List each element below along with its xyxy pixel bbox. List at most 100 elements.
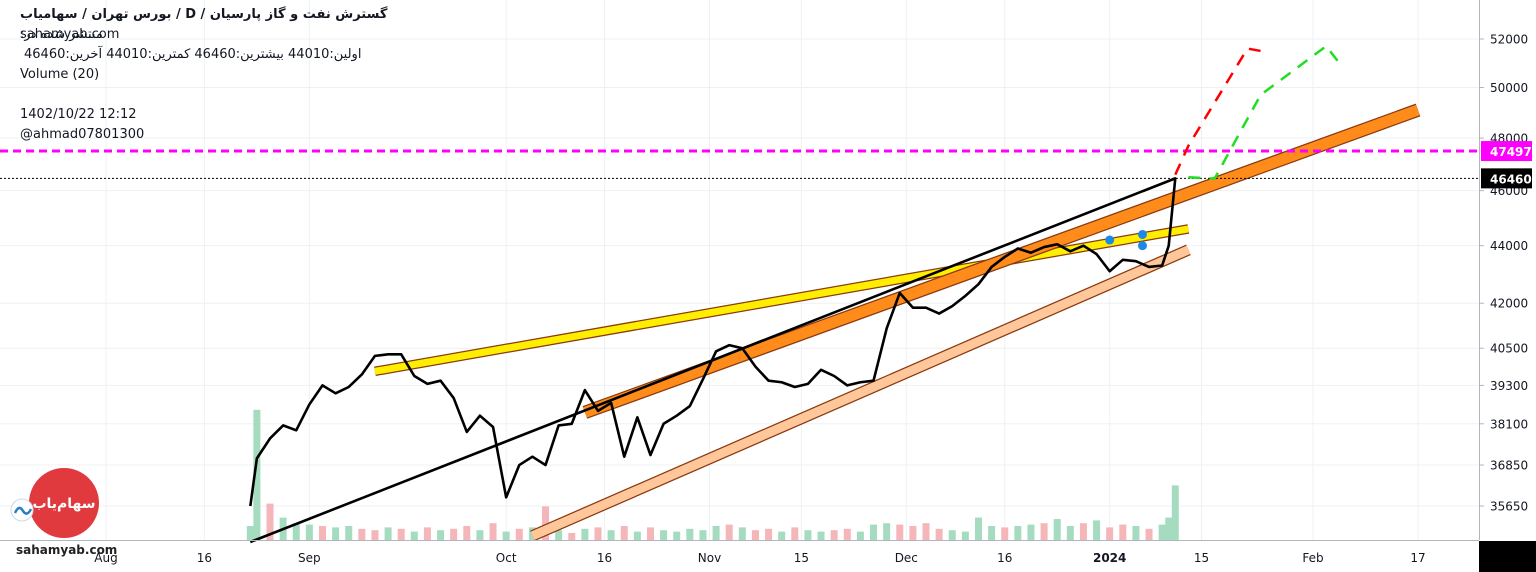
volume-bar	[555, 530, 563, 540]
volume-bar	[856, 531, 864, 540]
volume-bar	[542, 506, 550, 540]
volume-bar	[266, 503, 274, 540]
volume-bar	[804, 530, 812, 540]
level-badge	[1481, 168, 1532, 189]
volume-bar	[1093, 520, 1101, 540]
volume-bar	[738, 527, 746, 540]
volume-bar	[843, 528, 851, 540]
volume-bar	[246, 526, 254, 540]
price-axis-bg	[1479, 0, 1536, 572]
volume-bar	[909, 526, 917, 540]
volume-bar	[305, 524, 313, 540]
volume-bar	[568, 533, 576, 540]
volume-bar	[502, 531, 510, 540]
time-tick-label: 15	[1194, 551, 1209, 565]
volume-bar	[1119, 524, 1127, 540]
site-label: sahamyab.com	[20, 27, 120, 42]
volume-bar	[1027, 524, 1035, 540]
volume-bar	[1001, 527, 1009, 540]
volume-bar	[1014, 526, 1022, 540]
volume-bar	[817, 531, 825, 540]
time-tick-label: 16	[597, 551, 612, 565]
volume-bar	[1040, 523, 1048, 540]
volume-bar	[1171, 485, 1179, 540]
price-tick-label: 44000	[1490, 239, 1528, 253]
volume-bar	[397, 528, 405, 540]
volume-bar	[948, 530, 956, 540]
volume-bar	[1053, 519, 1061, 540]
volume-bar	[935, 528, 943, 540]
volume-bar	[660, 530, 668, 540]
sahamyab-logo: سهام‌یاب	[10, 468, 99, 538]
volume-bar	[476, 530, 484, 540]
volume-bar	[1145, 528, 1153, 540]
volume-bar	[332, 527, 340, 540]
band-middle-orange	[583, 104, 1420, 418]
time-tick-label: Dec	[895, 551, 918, 565]
volume-bar	[1132, 526, 1140, 540]
volume-label: Volume (20)	[20, 67, 100, 82]
trend-channels[interactable]	[374, 103, 1421, 542]
logo-wordmark: سهام‌یاب	[32, 496, 95, 512]
chart-title: گسترش نفت و گاز پارسیان / D / بورس تهران…	[20, 7, 388, 22]
volume-bar	[594, 527, 602, 540]
volume-bar	[371, 530, 379, 540]
price-tick-label: 40500	[1490, 342, 1528, 356]
signal-marker	[1105, 235, 1115, 245]
signal-marker	[1137, 241, 1147, 251]
price-tick-label: 50000	[1490, 81, 1528, 95]
published-label: منتشر شده در:	[20, 27, 103, 42]
axis-corner	[1479, 541, 1536, 572]
volume-bar	[765, 528, 773, 540]
volume-bar	[646, 527, 654, 540]
volume-bar	[686, 528, 694, 540]
volume-bar	[345, 526, 353, 540]
volume-bar	[384, 527, 392, 540]
volume-bar	[437, 530, 445, 540]
volume-bar	[1165, 517, 1173, 540]
price-tick-label: 39300	[1490, 379, 1528, 393]
volume-bars	[246, 409, 1179, 540]
volume-bar	[974, 517, 982, 540]
volume-bar	[620, 526, 628, 540]
price-line	[249, 177, 1177, 544]
logo-site: sahamyab.com	[16, 543, 118, 557]
price-tick-label: 42000	[1490, 297, 1528, 311]
volume-bar	[699, 530, 707, 540]
volume-bar	[883, 523, 891, 540]
volume-bar	[318, 526, 326, 540]
projection-paths	[1174, 44, 1341, 180]
datetime-label: 1402/10/22 12:12	[20, 107, 137, 122]
signal-marker	[1137, 229, 1147, 239]
projection-red-path	[1174, 47, 1261, 176]
band-upper-yellow	[374, 225, 1190, 375]
volume-bar	[896, 524, 904, 540]
grid-lines	[0, 0, 1479, 540]
time-tick-label: 15	[794, 551, 809, 565]
time-tick-label: Sep	[298, 551, 321, 565]
time-tick-label: Nov	[698, 551, 721, 565]
volume-bar	[450, 528, 458, 540]
time-tick-label: 16	[997, 551, 1012, 565]
author-label: @ahmad07801300	[20, 127, 145, 142]
volume-bar	[1066, 526, 1074, 540]
price-levels	[0, 149, 1490, 179]
time-tick-label: 16	[197, 551, 212, 565]
volume-bar	[673, 531, 681, 540]
level-badge-label: 46460	[1490, 172, 1532, 186]
time-tick-label: Aug	[94, 551, 117, 565]
volume-bar	[607, 530, 615, 540]
volume-bar	[633, 531, 641, 540]
volume-bar	[489, 523, 497, 540]
volume-bar	[410, 531, 418, 540]
price-tick-label: 35650	[1490, 500, 1528, 514]
volume-bar	[725, 524, 733, 540]
volume-bar	[922, 523, 930, 540]
volume-bar	[1106, 527, 1114, 540]
volume-bar	[778, 531, 786, 540]
volume-bar	[830, 530, 838, 540]
volume-bar	[581, 528, 589, 540]
